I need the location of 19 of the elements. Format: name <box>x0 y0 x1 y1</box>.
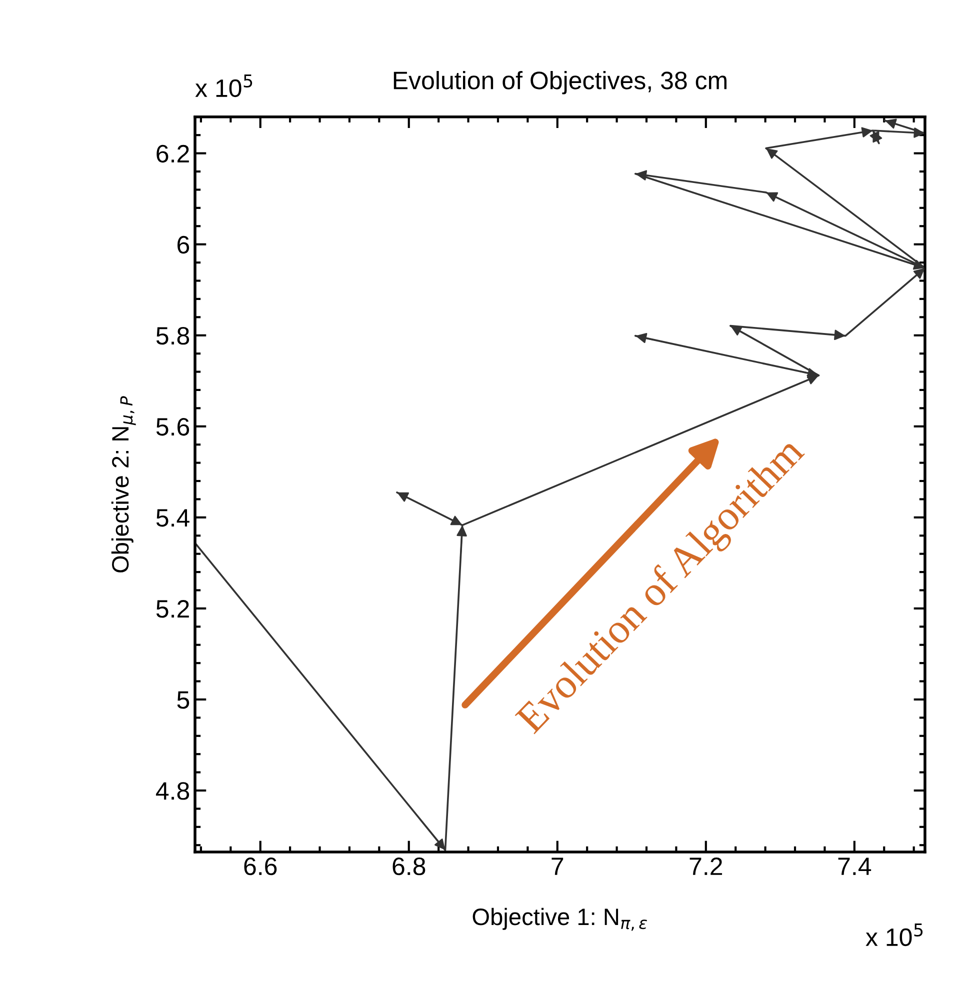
x-tick-label: 7.2 <box>690 857 722 875</box>
text: x 10$^{5}$ <box>866 924 923 946</box>
y-tick-label: 4.8 <box>156 782 190 800</box>
y-tick-label: 5.2 <box>156 600 189 618</box>
y-tick-label: 5.4 <box>156 509 190 527</box>
y-tick-label: 5 <box>177 691 190 709</box>
x-tick-label: 6.8 <box>392 857 426 876</box>
x-tick-label: 7 <box>552 858 564 875</box>
x-axis-title: Objective 1: N$_{π,ε}$ <box>472 908 647 931</box>
x-tick-label: 7.4 <box>838 858 872 875</box>
y-axis-title: Objective 2: N$_{μ,P}$ <box>111 396 136 572</box>
chart-title: Evolution of Objectives, 38 cm <box>394 70 726 94</box>
y-tick-label: 6.2 <box>156 144 189 163</box>
y-tick-label: 6 <box>178 236 190 254</box>
text: x 10$^{5}$ <box>195 74 252 98</box>
line-series <box>195 120 925 852</box>
y-tick-label: 5.6 <box>156 418 190 436</box>
y-tick-label: 5.8 <box>156 326 190 345</box>
x-tick-label: 6.6 <box>244 857 277 876</box>
